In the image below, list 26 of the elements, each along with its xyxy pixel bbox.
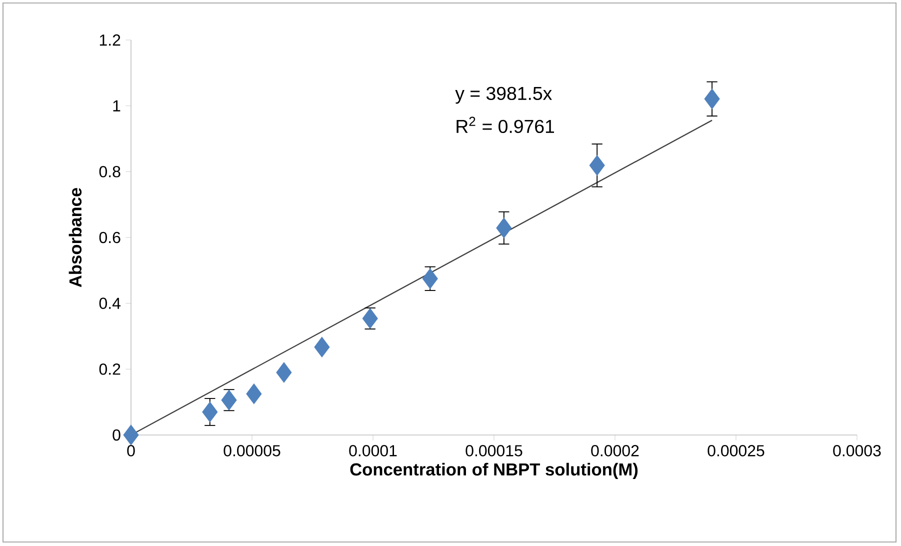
- point: [276, 362, 292, 383]
- y-tick-label: 0.8: [99, 166, 120, 178]
- annotation: y = 3981.5x: [455, 86, 552, 104]
- point: [704, 88, 720, 110]
- x-tick-label: 0.0001: [349, 445, 397, 456]
- y-tick-label: 0.2: [99, 363, 120, 375]
- x-tick-label: 0.00015: [466, 445, 522, 456]
- x-tick-label: 0: [127, 445, 135, 456]
- y-axis-title: Absorbance: [68, 188, 82, 288]
- point: [496, 218, 512, 238]
- annotation: R$^{2}$ = 0.9761: [456, 116, 554, 134]
- point: [202, 402, 218, 422]
- y-tick-label: 0: [112, 429, 120, 441]
- y-tick-label: 1: [113, 100, 120, 112]
- x-tick-label: 0.00005: [224, 445, 280, 456]
- point: [589, 155, 605, 176]
- x-tick-label: 0.0002: [591, 445, 639, 456]
- point: [314, 336, 330, 358]
- x-axis-title: Concentration of NBPT solution(M): [350, 462, 638, 479]
- y-tick-label: 0.4: [99, 298, 120, 309]
- y-tick-label: 1.2: [100, 34, 120, 46]
- x-tick-label: 0.0003: [833, 445, 881, 456]
- x-tick-label: 0.00025: [708, 445, 764, 456]
- point: [246, 384, 262, 404]
- point: [123, 424, 139, 446]
- y-tick-label: 0.6: [99, 232, 120, 244]
